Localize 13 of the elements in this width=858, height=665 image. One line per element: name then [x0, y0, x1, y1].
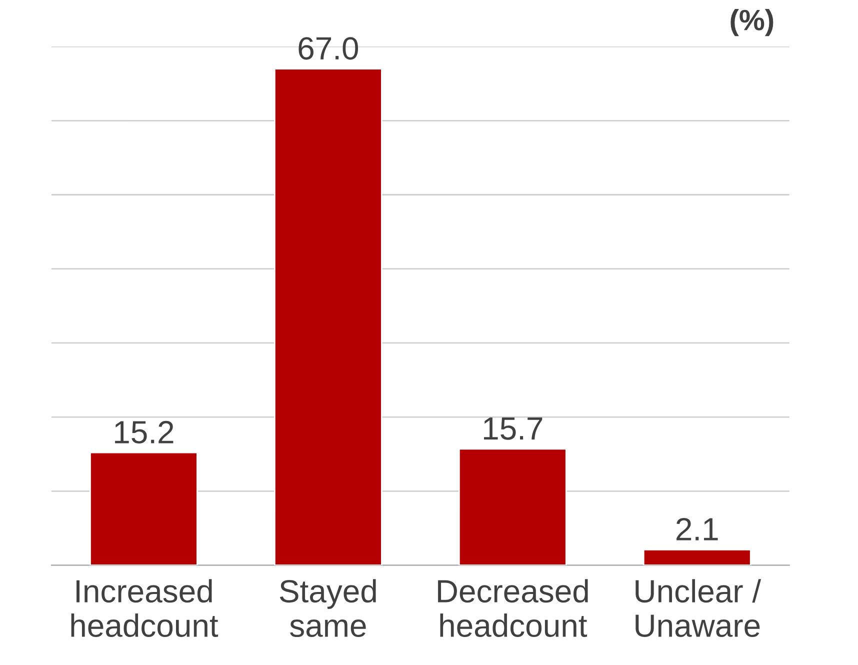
bar — [642, 548, 752, 566]
bar — [90, 452, 198, 566]
bar — [274, 68, 382, 566]
x-tick-label: Stayed same — [280, 579, 376, 638]
x-tick-label: Decreased headcount — [438, 579, 588, 638]
data-label: 15.7 — [484, 418, 542, 440]
x-tick-label: Unclear / Unaware — [636, 579, 762, 638]
data-label: 67.0 — [298, 37, 358, 60]
text: (%) — [730, 8, 774, 36]
bar — [458, 448, 567, 566]
x-tick-label: Increased headcount — [71, 579, 218, 638]
data-label: 2.1 — [676, 518, 718, 540]
data-label: 15.2 — [115, 420, 174, 444]
